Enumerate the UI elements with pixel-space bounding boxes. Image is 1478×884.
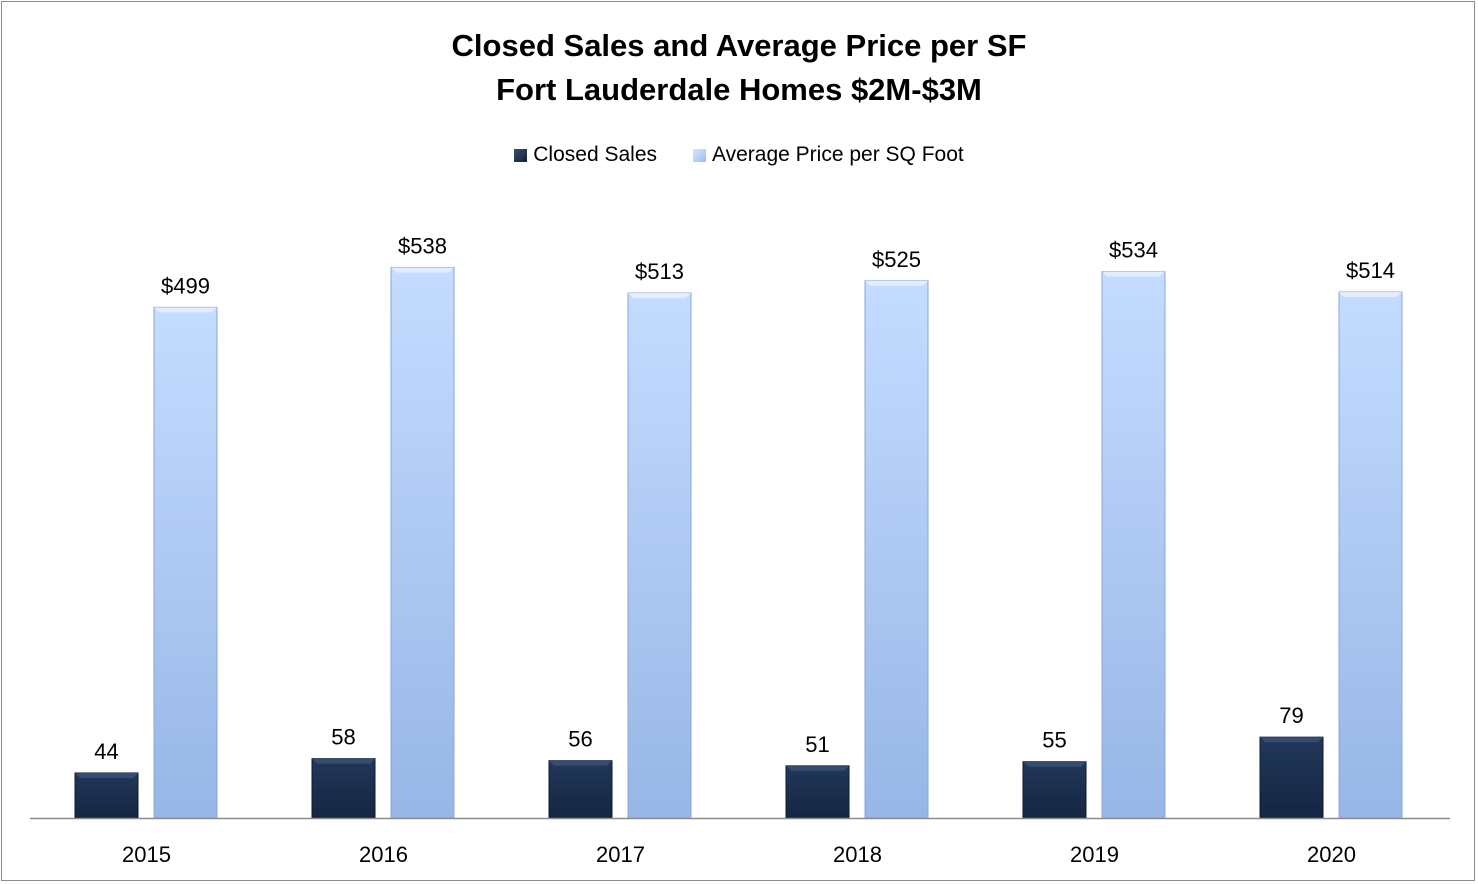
chart-title: Closed Sales and Average Price per SF (451, 28, 1027, 63)
bar-closed-sales-2020 (1259, 736, 1324, 819)
bar-avg-price-2020 (1338, 291, 1403, 819)
data-label-avg-price-2020: $514 (1346, 258, 1395, 283)
bar-closed-sales-2019 (1022, 761, 1087, 819)
x-tick-label: 2020 (1307, 842, 1356, 867)
bar-bevel (628, 293, 691, 299)
legend: Closed Sales Average Price per SQ Foot (0, 143, 1478, 167)
legend-item-avg-price: Average Price per SQ Foot (693, 143, 964, 167)
data-label-avg-price-2019: $534 (1109, 238, 1158, 263)
bar-closed-sales-2016 (311, 758, 376, 819)
x-tick-label: 2018 (833, 842, 882, 867)
x-tick-label: 2015 (122, 842, 171, 867)
legend-item-closed-sales: Closed Sales (514, 143, 657, 167)
bar-avg-price-2018 (864, 280, 929, 819)
bar-bevel (865, 280, 928, 286)
bar-bevel (1339, 292, 1402, 298)
legend-label: Average Price per SQ Foot (712, 143, 964, 166)
x-tick-label: 2017 (596, 842, 645, 867)
data-label-closed-sales-2019: 55 (1042, 728, 1066, 753)
bar-bevel (1260, 737, 1323, 743)
data-label-closed-sales-2017: 56 (568, 727, 592, 752)
bar-bevel (312, 758, 375, 764)
bar-closed-sales-2018 (785, 765, 850, 819)
bar-bevel (391, 267, 454, 273)
bar-bevel (786, 765, 849, 771)
data-label-avg-price-2018: $525 (872, 247, 921, 272)
bar-bevel (549, 760, 612, 766)
bar-bevel (1023, 761, 1086, 767)
x-tick-label: 2016 (359, 842, 408, 867)
chart-subtitle: Fort Lauderdale Homes $2M-$3M (496, 72, 982, 107)
data-label-avg-price-2015: $499 (161, 273, 210, 298)
bar-avg-price-2019 (1101, 271, 1166, 819)
data-label-closed-sales-2015: 44 (94, 739, 118, 764)
bar-bevel (75, 772, 138, 778)
legend-swatch-avg-price (693, 148, 706, 162)
data-label-closed-sales-2020: 79 (1279, 703, 1303, 728)
bar-avg-price-2017 (627, 292, 692, 819)
bar-avg-price-2015 (153, 306, 218, 819)
legend-swatch-closed-sales (514, 148, 528, 162)
legend-label: Closed Sales (533, 143, 657, 166)
bar-avg-price-2016 (390, 266, 455, 819)
bar-bevel (154, 307, 217, 313)
data-label-closed-sales-2018: 51 (805, 732, 829, 757)
data-label-avg-price-2017: $513 (635, 259, 684, 284)
x-tick-label: 2019 (1070, 842, 1119, 867)
data-label-avg-price-2016: $538 (398, 233, 447, 258)
bar-bevel (1102, 271, 1165, 277)
data-label-closed-sales-2016: 58 (331, 725, 355, 750)
bar-closed-sales-2017 (548, 760, 613, 819)
bar-closed-sales-2015 (74, 772, 139, 819)
